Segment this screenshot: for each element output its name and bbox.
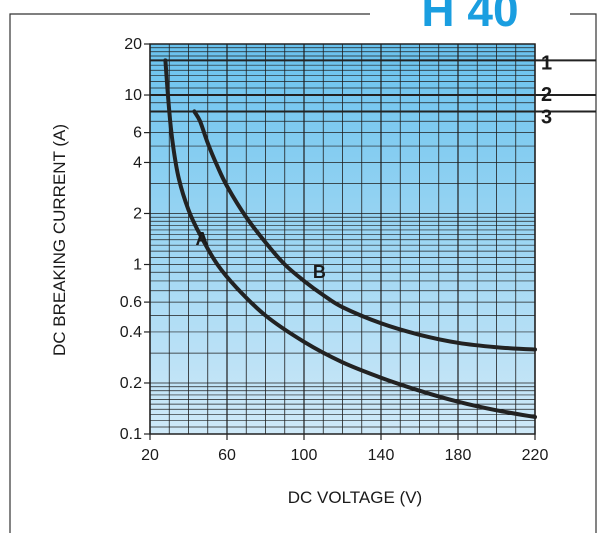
plot-border <box>149 43 536 435</box>
x-tick-label: 100 <box>291 447 318 464</box>
y-axis-label: DC BREAKING CURRENT (A) <box>50 124 69 356</box>
x-tick-label: 140 <box>368 447 395 464</box>
y-tick-label: 2 <box>133 205 142 222</box>
reference-line-label-2: 2 <box>541 84 552 106</box>
y-tick-label: 0.1 <box>120 426 142 443</box>
reference-line-label-1: 1 <box>541 52 552 74</box>
x-tick-label: 220 <box>522 447 549 464</box>
y-tick-label: 0.2 <box>120 375 142 392</box>
y-tick-label: 10 <box>124 87 142 104</box>
y-tick-label: 4 <box>133 154 142 171</box>
y-tick-label: 0.6 <box>120 294 142 311</box>
x-tick-label: 180 <box>445 447 472 464</box>
reference-line-label-3: 3 <box>541 106 552 128</box>
series-curve-B <box>192 109 537 352</box>
y-tick-label: 1 <box>133 257 142 274</box>
x-tick-label: 20 <box>141 447 159 464</box>
figure-border <box>9 13 597 533</box>
y-tick-label: 6 <box>133 125 142 142</box>
series-curve-A <box>163 58 537 419</box>
product-badge: H 40 <box>421 0 518 36</box>
x-axis-label: DC VOLTAGE (V) <box>288 488 422 507</box>
series-label-B: B <box>313 262 326 282</box>
data-series: AB <box>163 58 537 419</box>
reference-lines: 1 23 <box>150 52 596 128</box>
axis-ticks: 20 60 100 140 180 220 0.1 0.2 0.4 0.6 1 2 4 6 10 20 <box>120 36 549 464</box>
series-label-A: A <box>195 229 208 249</box>
y-tick-label: 20 <box>124 36 142 53</box>
x-tick-label: 60 <box>218 447 236 464</box>
y-tick-label: 0.4 <box>120 324 142 341</box>
